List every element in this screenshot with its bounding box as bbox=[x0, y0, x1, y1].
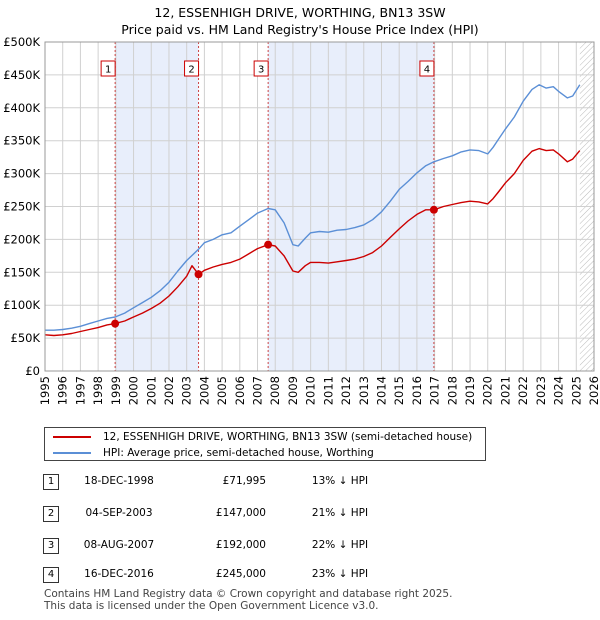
hpi-line bbox=[45, 84, 581, 331]
sale-number: 3 bbox=[43, 538, 59, 554]
sale-price: £147,000 bbox=[215, 507, 266, 519]
x-tick-label: 1998 bbox=[91, 376, 105, 405]
sale-marker-label: 4 bbox=[424, 65, 430, 76]
sale-marker-label: 1 bbox=[105, 65, 111, 76]
sale-row: 2 04-SEP-2003 £147,000 21% ↓ HPI bbox=[0, 506, 600, 522]
sale-row: 1 18-DEC-1998 £71,995 13% ↓ HPI bbox=[0, 474, 600, 490]
x-tick-label: 2000 bbox=[127, 376, 141, 405]
x-tick-label: 2021 bbox=[498, 376, 512, 405]
y-tick-label: £250K bbox=[3, 200, 40, 214]
sale-marker-label: 2 bbox=[188, 65, 194, 76]
footer-copyright: Contains HM Land Registry data © Crown c… bbox=[44, 588, 453, 600]
x-tick-label: 2019 bbox=[463, 376, 477, 405]
sale-point bbox=[194, 270, 203, 279]
x-tick-label: 2009 bbox=[286, 376, 300, 405]
x-tick-label: 2026 bbox=[587, 376, 600, 405]
sale-date: 08-AUG-2007 bbox=[83, 539, 155, 551]
x-tick-label: 1999 bbox=[109, 376, 123, 405]
sale-marker-box bbox=[253, 60, 269, 77]
x-tick-label: 2018 bbox=[445, 376, 459, 405]
y-tick-label: £300K bbox=[3, 167, 40, 181]
sale-marker-box bbox=[419, 60, 435, 77]
legend-item-property: 12, ESSENHIGH DRIVE, WORTHING, BN13 3SW … bbox=[53, 429, 472, 445]
y-tick-label: £150K bbox=[3, 265, 40, 279]
sale-number: 4 bbox=[43, 567, 59, 583]
x-tick-label: 1996 bbox=[56, 376, 70, 405]
plot-border bbox=[44, 41, 595, 372]
chart-title-line2: Price paid vs. HM Land Registry's House … bbox=[121, 22, 479, 37]
x-tick-label: 2023 bbox=[534, 376, 548, 405]
y-tick-label: £350K bbox=[3, 134, 40, 148]
footer: Contains HM Land Registry data © Crown c… bbox=[44, 588, 452, 612]
property-price-line bbox=[44, 147, 581, 337]
x-tick-label: 2001 bbox=[144, 376, 158, 405]
sale-number: 1 bbox=[43, 474, 59, 490]
legend-item-hpi: HPI: Average price, semi-detached house,… bbox=[53, 445, 374, 461]
legend-swatch-property bbox=[53, 436, 91, 438]
x-tick-label: 1995 bbox=[38, 376, 52, 405]
sale-marker-label: 3 bbox=[258, 65, 264, 76]
x-tick-label: 2002 bbox=[162, 376, 176, 405]
sale-hpi-diff: 23% ↓ HPI bbox=[311, 568, 369, 580]
chart-title-line1: 12, ESSENHIGH DRIVE, WORTHING, BN13 3SW bbox=[154, 5, 446, 20]
x-tick-label: 2011 bbox=[321, 376, 335, 405]
x-tick-label: 2015 bbox=[392, 376, 406, 405]
x-tick-label: 2012 bbox=[339, 376, 353, 405]
sale-point bbox=[264, 240, 273, 249]
x-tick-label: 2010 bbox=[304, 376, 318, 405]
chart-title: 12, ESSENHIGH DRIVE, WORTHING, BN13 3SW … bbox=[0, 4, 600, 38]
sale-marker-box bbox=[184, 60, 200, 77]
sale-price: £245,000 bbox=[215, 568, 266, 580]
sale-marker-box bbox=[100, 60, 116, 77]
x-tick-label: 2013 bbox=[357, 376, 371, 405]
x-tick-label: 2016 bbox=[410, 376, 424, 405]
y-tick-label: £100K bbox=[3, 298, 40, 312]
x-tick-label: 2014 bbox=[374, 376, 388, 405]
sale-price: £71,995 bbox=[222, 475, 266, 487]
y-tick-label: £450K bbox=[3, 68, 40, 82]
y-tick-label: £200K bbox=[3, 232, 40, 246]
x-tick-label: 2008 bbox=[268, 376, 282, 405]
sale-date: 18-DEC-1998 bbox=[84, 475, 154, 487]
legend-label-hpi: HPI: Average price, semi-detached house,… bbox=[103, 447, 374, 459]
x-tick-label: 2006 bbox=[233, 376, 247, 405]
sale-price: £192,000 bbox=[215, 539, 266, 551]
sale-hpi-diff: 22% ↓ HPI bbox=[311, 539, 369, 551]
x-tick-label: 2007 bbox=[251, 376, 265, 405]
x-tick-label: 2025 bbox=[569, 376, 583, 405]
x-tick-label: 2004 bbox=[197, 376, 211, 405]
x-tick-label: 2022 bbox=[516, 376, 530, 405]
x-tick-label: 2020 bbox=[481, 376, 495, 405]
y-tick-label: £400K bbox=[3, 101, 40, 115]
sale-hpi-diff: 13% ↓ HPI bbox=[311, 475, 369, 487]
x-tick-label: 1997 bbox=[73, 376, 87, 405]
x-tick-label: 2024 bbox=[552, 376, 566, 405]
legend: 12, ESSENHIGH DRIVE, WORTHING, BN13 3SW … bbox=[44, 427, 486, 461]
sale-point bbox=[111, 319, 120, 328]
y-tick-label: £500K bbox=[3, 35, 40, 49]
x-tick-label: 2017 bbox=[428, 376, 442, 405]
sale-hpi-diff: 21% ↓ HPI bbox=[311, 507, 369, 519]
y-tick-label: £0 bbox=[25, 364, 40, 378]
footer-licence: This data is licensed under the Open Gov… bbox=[44, 600, 379, 612]
sale-point bbox=[429, 205, 438, 214]
x-tick-label: 2005 bbox=[215, 376, 229, 405]
price-chart: 1 2 3 4 £0 £50K £100K £150K £200K £250K £300K £350… bbox=[3, 35, 600, 405]
sale-date: 04-SEP-2003 bbox=[85, 507, 153, 519]
sale-row: 3 08-AUG-2007 £192,000 22% ↓ HPI bbox=[0, 538, 600, 554]
sale-row: 4 16-DEC-2016 £245,000 23% ↓ HPI bbox=[0, 567, 600, 583]
sale-number: 2 bbox=[43, 506, 59, 522]
legend-label-property: 12, ESSENHIGH DRIVE, WORTHING, BN13 3SW … bbox=[103, 431, 473, 443]
legend-swatch-hpi bbox=[53, 452, 91, 454]
y-tick-label: £50K bbox=[11, 331, 41, 345]
x-tick-label: 2003 bbox=[180, 376, 194, 405]
sale-date: 16-DEC-2016 bbox=[84, 568, 154, 580]
